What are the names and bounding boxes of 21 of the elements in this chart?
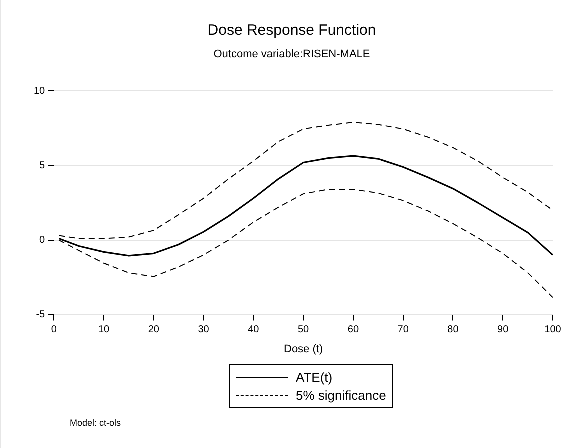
x-tick-label: 80 [448, 324, 460, 336]
x-tick-label: 30 [198, 324, 210, 336]
x-tick-label: 60 [348, 324, 360, 336]
x-tick-label: 20 [148, 324, 160, 336]
x-tick-label: 100 [544, 324, 562, 336]
x-tick-label: 40 [248, 324, 260, 336]
y-tick-label: 10 [34, 86, 46, 97]
x-tick-label: 70 [398, 324, 410, 336]
x-tick-label: 50 [298, 324, 310, 336]
y-tick-label: -5 [36, 310, 46, 321]
x-axis-title: Dose (t) [284, 343, 324, 356]
x-tick-label: 0 [51, 324, 58, 336]
legend-label: ATE(t) [296, 370, 333, 384]
chart-title: Dose Response Function [208, 22, 376, 40]
y-tick-label: 0 [40, 235, 46, 246]
x-tick-label: 90 [498, 324, 510, 336]
text: Model: ct-ols [70, 418, 122, 428]
chart-subtitle: Outcome variable:RISEN-MALE [214, 48, 370, 61]
legend-label: 5% significance [296, 388, 386, 402]
y-tick-label: 5 [40, 160, 46, 172]
x-tick-label: 10 [98, 324, 110, 336]
